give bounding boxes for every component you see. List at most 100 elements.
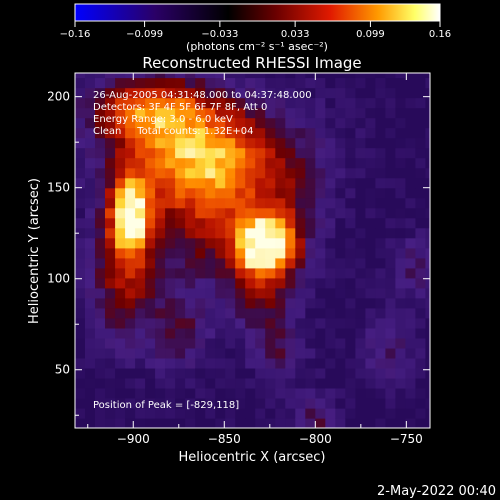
heatmap-cell <box>195 297 206 309</box>
heatmap-cell <box>105 408 116 419</box>
heatmap-cell <box>205 267 216 279</box>
heatmap-cell <box>95 167 106 179</box>
heatmap-cell <box>345 387 356 399</box>
heatmap-cell <box>185 117 196 129</box>
heatmap-cell <box>265 337 276 349</box>
heatmap-cell <box>345 398 356 409</box>
heatmap-cell <box>265 257 276 269</box>
heatmap-cell <box>395 408 406 419</box>
heatmap-cell <box>205 117 216 129</box>
heatmap-cell <box>195 167 206 179</box>
heatmap-cell <box>135 257 146 269</box>
heatmap-cell <box>255 147 266 159</box>
heatmap-cell <box>245 267 256 279</box>
heatmap-cell <box>365 167 376 179</box>
heatmap-cell <box>395 398 406 409</box>
heatmap-cell <box>295 87 306 99</box>
heatmap-cell <box>355 157 366 169</box>
heatmap-cell <box>415 347 426 359</box>
heatmap-cell <box>85 227 96 239</box>
heatmap-cell <box>255 73 266 79</box>
heatmap-cell <box>405 207 416 219</box>
heatmap-cell <box>255 267 266 279</box>
heatmap-cell <box>425 367 430 379</box>
heatmap-cell <box>205 187 216 199</box>
heatmap-cell <box>225 297 236 309</box>
heatmap-cell <box>385 267 396 279</box>
heatmap-cell <box>315 187 326 199</box>
heatmap-cell <box>415 77 426 89</box>
colorbar <box>74 3 441 22</box>
heatmap-cell <box>145 247 156 259</box>
heatmap-cell <box>415 177 426 189</box>
heatmap-cell <box>375 73 386 79</box>
heatmap-cell <box>105 367 116 379</box>
heatmap-cell <box>75 227 86 239</box>
heatmap-cell <box>355 387 366 399</box>
heatmap-cell <box>115 267 126 279</box>
heatmap-cell <box>185 387 196 399</box>
heatmap-cell <box>295 277 306 289</box>
heatmap-cell <box>285 73 296 79</box>
heatmap-cell <box>195 357 206 369</box>
heatmap-cell <box>275 387 286 399</box>
heatmap-cell <box>115 347 126 359</box>
heatmap-cell <box>265 317 276 329</box>
heatmap-cell <box>135 317 146 329</box>
heatmap-cell <box>385 327 396 339</box>
heatmap-cell <box>345 77 356 89</box>
heatmap-cell <box>395 197 406 209</box>
heatmap-cell <box>345 107 356 119</box>
heatmap-cell <box>405 267 416 279</box>
heatmap-cell <box>345 307 356 319</box>
heatmap-cell <box>95 147 106 159</box>
heatmap-cell <box>145 237 156 249</box>
heatmap-cell <box>415 97 426 109</box>
heatmap-cell <box>135 107 146 119</box>
heatmap-cell <box>165 387 176 399</box>
heatmap-cell <box>85 277 96 289</box>
heatmap-cell <box>175 77 186 89</box>
heatmap-cell <box>85 97 96 109</box>
heatmap-cell <box>335 127 346 139</box>
heatmap-cell <box>95 157 106 169</box>
heatmap-cell <box>85 187 96 199</box>
heatmap-cell <box>145 307 156 319</box>
heatmap-cell <box>115 317 126 329</box>
heatmap-cell <box>425 287 430 299</box>
heatmap-cell <box>405 257 416 269</box>
heatmap-cell <box>165 73 176 79</box>
heatmap-cell <box>105 357 116 369</box>
heatmap-cell <box>265 347 276 359</box>
heatmap-cell <box>285 217 296 229</box>
heatmap-cell <box>75 347 86 359</box>
heatmap-cell <box>325 337 336 349</box>
heatmap-cell <box>315 267 326 279</box>
heatmap-cell <box>325 87 336 99</box>
heatmap-cell <box>205 227 216 239</box>
heatmap-cell <box>385 207 396 219</box>
heatmap-cell <box>305 267 316 279</box>
heatmap-cell <box>295 237 306 249</box>
heatmap-cell <box>335 418 346 428</box>
heatmap-cell <box>145 357 156 369</box>
heatmap-cell <box>115 398 126 409</box>
heatmap-cell <box>195 277 206 289</box>
heatmap-cell <box>305 337 316 349</box>
heatmap-cell <box>375 317 386 329</box>
heatmap-cell <box>405 87 416 99</box>
heatmap-cell <box>345 167 356 179</box>
heatmap-cell <box>175 97 186 109</box>
heatmap-cell <box>405 237 416 249</box>
heatmap-cell <box>115 217 126 229</box>
heatmap-cell <box>295 97 306 109</box>
heatmap-cell <box>265 307 276 319</box>
heatmap-cell <box>365 157 376 169</box>
heatmap-cell <box>215 297 226 309</box>
heatmap-cell <box>295 187 306 199</box>
colorbar-tick-label: 0.099 <box>356 29 385 40</box>
heatmap-cell <box>235 227 246 239</box>
heatmap-cell <box>335 77 346 89</box>
heatmap-cell <box>385 367 396 379</box>
heatmap-cell <box>255 398 266 409</box>
